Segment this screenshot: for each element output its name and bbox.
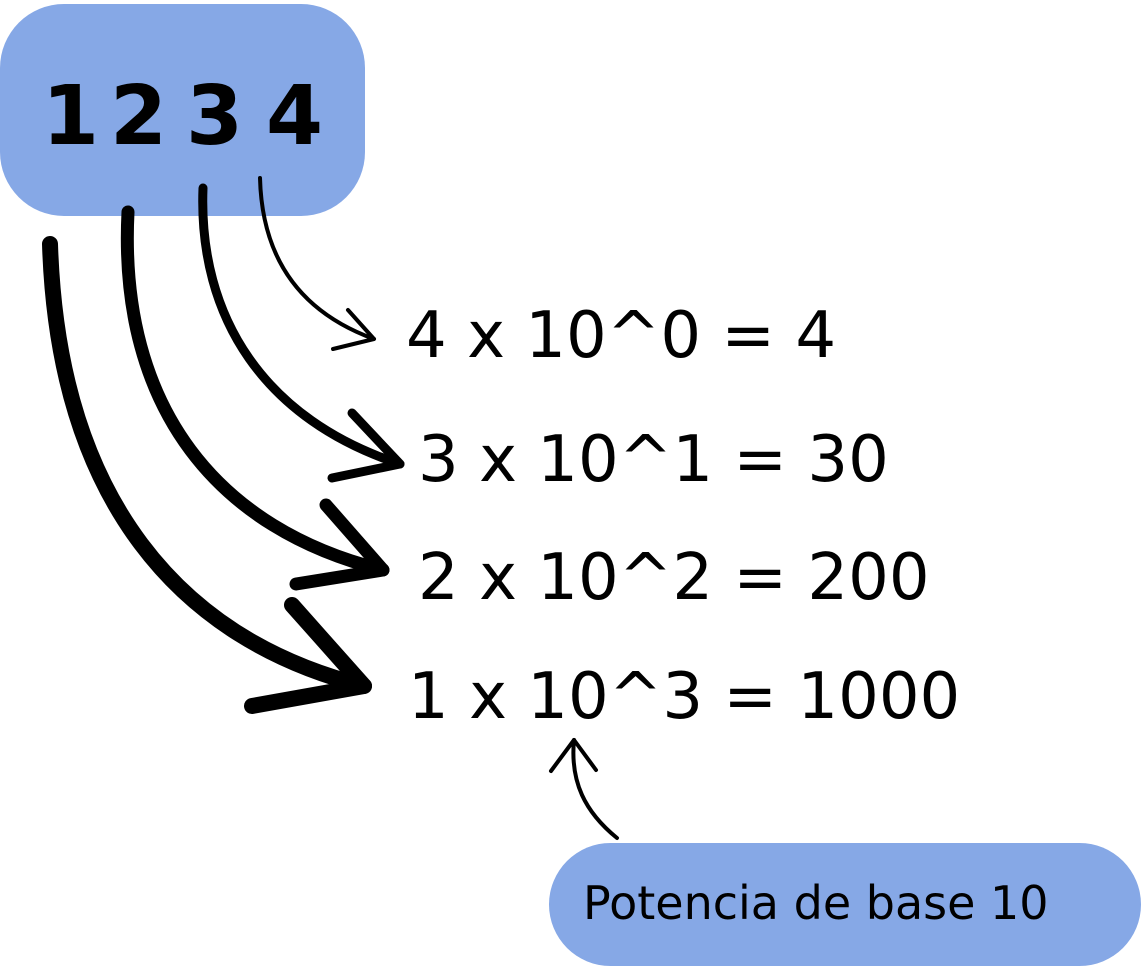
equation-thousands: 1 x 10^3 = 1000 (408, 660, 961, 734)
digit-tens: 3 (186, 69, 244, 164)
digit-hundreds: 2 (110, 69, 168, 164)
arrow-tens (198, 183, 405, 483)
digit-thousands: 1 (42, 69, 100, 164)
equation-tens: 3 x 10^1 = 30 (418, 423, 889, 497)
arrow-base-pointer (549, 738, 619, 840)
arrow-units (258, 176, 376, 351)
number-box: 1 2 3 4 (0, 4, 365, 216)
equation-units: 4 x 10^0 = 4 (406, 299, 837, 373)
annotation-box (549, 843, 1141, 966)
digit-units: 4 (266, 69, 324, 164)
annotation-label: Potencia de base 10 (583, 876, 1049, 930)
arrow-hundreds (120, 205, 390, 591)
equation-hundreds: 2 x 10^2 = 200 (418, 541, 930, 615)
arrow-thousands (42, 236, 372, 714)
